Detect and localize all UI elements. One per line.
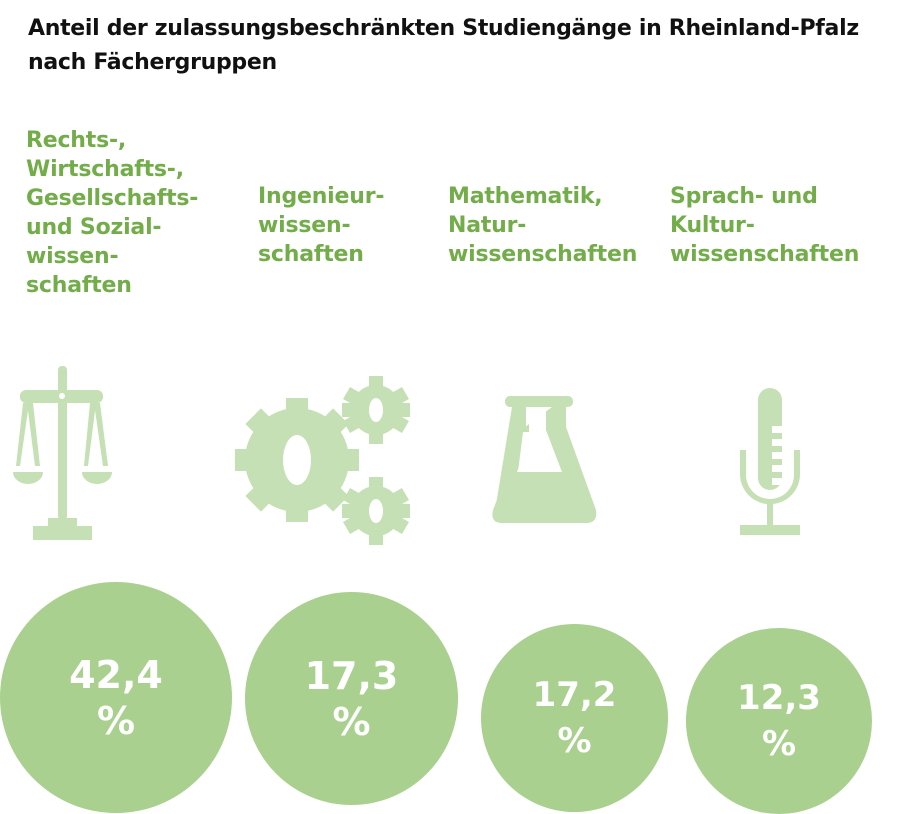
bubble-math-science: 17,2 % — [481, 624, 668, 812]
category-label-law-economics: Rechts-, Wirtschafts-, Gesellschafts- un… — [26, 128, 199, 298]
chart-title: Anteil der zulassungsbeschränkten Studie… — [28, 12, 859, 80]
value-label: 42,4 — [69, 652, 163, 697]
category-label-engineering: Ingenieur- wissen- schaften — [258, 184, 385, 267]
flask-icon — [492, 396, 597, 523]
bubble-engineering: 17,3 % — [245, 592, 458, 805]
bubble-language-culture: 12,3 % — [686, 628, 872, 814]
category-label-language-culture: Sprach- und Kultur- wissenschaften — [670, 184, 860, 267]
title-line-1: Anteil der zulassungsbeschränkten Studie… — [28, 16, 859, 41]
bubble-law-economics: 42,4 % — [0, 582, 232, 813]
title-line-2: nach Fächergruppen — [28, 50, 277, 75]
percent-sign: % — [332, 699, 371, 744]
value-label: 17,3 — [304, 653, 399, 698]
scales-icon — [13, 366, 112, 540]
value-label: 17,2 — [532, 675, 617, 715]
microphone-icon — [740, 388, 800, 535]
percent-sign: % — [557, 721, 592, 761]
value-label: 12,3 — [737, 678, 821, 718]
gears-icon — [235, 376, 410, 545]
percent-sign: % — [761, 724, 797, 764]
category-label-math-science: Mathematik, Natur- wissenschaften — [448, 184, 638, 267]
percent-sign: % — [96, 698, 136, 743]
